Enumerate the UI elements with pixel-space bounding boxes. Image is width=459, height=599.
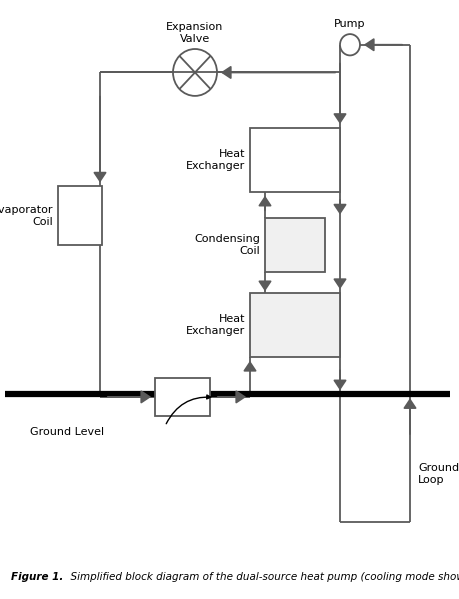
FancyBboxPatch shape — [155, 378, 210, 416]
Text: Heat
Exchanger: Heat Exchanger — [186, 314, 245, 336]
Text: Ground
Loop: Ground Loop — [418, 464, 459, 485]
FancyBboxPatch shape — [58, 186, 102, 245]
Text: Expansion
Valve: Expansion Valve — [166, 22, 224, 44]
Text: Condensing
Coil: Condensing Coil — [194, 234, 260, 256]
FancyBboxPatch shape — [250, 128, 340, 192]
Circle shape — [340, 34, 360, 56]
FancyBboxPatch shape — [250, 293, 340, 357]
Text: Figure 1.: Figure 1. — [11, 571, 64, 582]
Text: Simplified block diagram of the dual-source heat pump (cooling mode shown).: Simplified block diagram of the dual-sou… — [64, 571, 459, 582]
Text: Ground Level: Ground Level — [30, 426, 104, 437]
Text: Heat
Exchanger: Heat Exchanger — [186, 149, 245, 171]
Text: Evaporator
Coil: Evaporator Coil — [0, 205, 53, 226]
FancyBboxPatch shape — [265, 219, 325, 272]
Text: Pump: Pump — [334, 19, 366, 29]
